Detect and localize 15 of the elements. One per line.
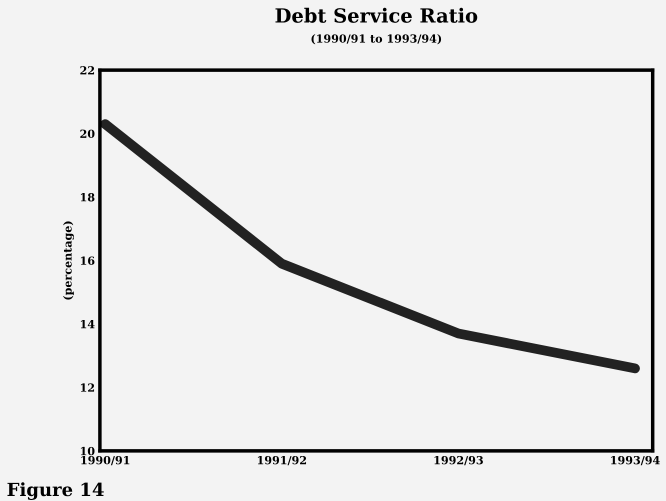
y-tick-label: 16 [80, 256, 94, 265]
caption: Figure 14 [8, 482, 104, 500]
x-tick-label: 1990/91 [81, 456, 130, 466]
y-tick-label: 14 [80, 320, 95, 328]
x-tick-label: 1992/93 [434, 456, 483, 466]
y-tick-label: 20 [80, 130, 95, 138]
chart-subtitle: (1990/91 to 1993/94) [311, 34, 442, 44]
y-tick-label: 10 [80, 446, 95, 456]
chart-title: Debt Service Ratio [275, 8, 478, 23]
y-tick-label: 18 [80, 193, 94, 202]
y-axis-title: (percentage) [63, 221, 74, 300]
x-tick-label: 1991/92 [258, 456, 306, 466]
y-tick-label: 12 [80, 383, 94, 392]
x-tick-label: 1993/94 [611, 456, 660, 466]
y-tick-label: 22 [80, 66, 94, 74]
